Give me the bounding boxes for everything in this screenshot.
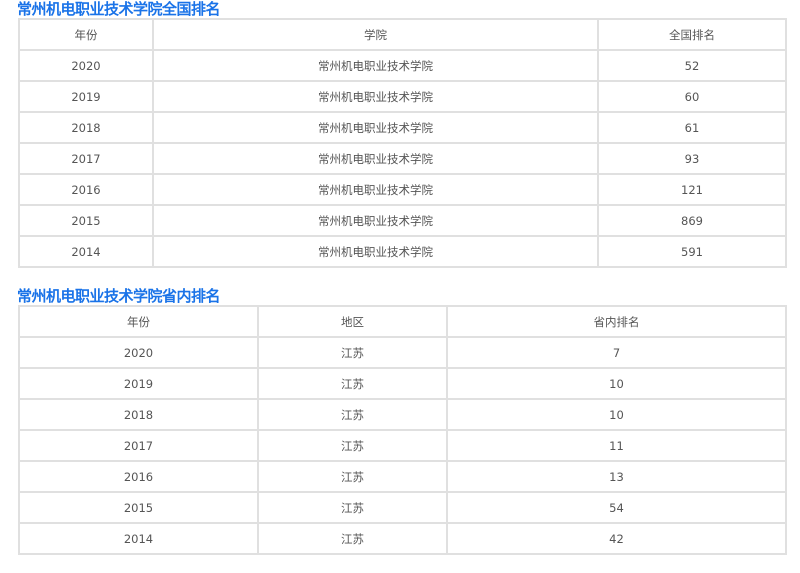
cell-year: 2015 xyxy=(18,204,154,237)
header-national-rank: 全国排名 xyxy=(597,18,787,51)
cell-provincial-rank: 11 xyxy=(446,429,787,462)
table-header-row: 年份 地区 省内排名 xyxy=(18,305,787,338)
cell-college: 常州机电职业技术学院 xyxy=(152,204,599,237)
cell-provincial-rank: 42 xyxy=(446,522,787,555)
header-provincial-rank: 省内排名 xyxy=(446,305,787,338)
table-row: 2019 常州机电职业技术学院 60 xyxy=(18,80,787,113)
cell-year: 2019 xyxy=(18,80,154,113)
national-ranking-table: 年份 学院 全国排名 2020 常州机电职业技术学院 52 2019 常州机电职业技术学… xyxy=(18,18,787,268)
table-row: 2016 常州机电职业技术学院 121 xyxy=(18,173,787,206)
cell-region: 江苏 xyxy=(257,429,448,462)
cell-college: 常州机电职业技术学院 xyxy=(152,173,599,206)
cell-national-rank: 52 xyxy=(597,49,787,82)
cell-year: 2016 xyxy=(18,460,259,493)
provincial-ranking-table: 年份 地区 省内排名 2020 江苏 7 2019 江苏 10 2018 江苏 10 2017 江苏… xyxy=(18,305,787,555)
cell-college: 常州机电职业技术学院 xyxy=(152,142,599,175)
cell-national-rank: 121 xyxy=(597,173,787,206)
cell-provincial-rank: 13 xyxy=(446,460,787,493)
cell-region: 江苏 xyxy=(257,491,448,524)
cell-provincial-rank: 10 xyxy=(446,367,787,400)
cell-year: 2018 xyxy=(18,111,154,144)
table-row: 2017 江苏 11 xyxy=(18,429,787,462)
table-row: 2015 江苏 54 xyxy=(18,491,787,524)
cell-year: 2014 xyxy=(18,522,259,555)
cell-college: 常州机电职业技术学院 xyxy=(152,111,599,144)
cell-year: 2017 xyxy=(18,429,259,462)
cell-college: 常州机电职业技术学院 xyxy=(152,80,599,113)
cell-national-rank: 869 xyxy=(597,204,787,237)
header-college: 学院 xyxy=(152,18,599,51)
cell-year: 2018 xyxy=(18,398,259,431)
cell-region: 江苏 xyxy=(257,398,448,431)
table-row: 2016 江苏 13 xyxy=(18,460,787,493)
cell-national-rank: 591 xyxy=(597,235,787,268)
table-row: 2018 江苏 10 xyxy=(18,398,787,431)
table-row: 2020 江苏 7 xyxy=(18,336,787,369)
cell-region: 江苏 xyxy=(257,460,448,493)
table-row: 2014 江苏 42 xyxy=(18,522,787,555)
cell-national-rank: 60 xyxy=(597,80,787,113)
table-row: 2015 常州机电职业技术学院 869 xyxy=(18,204,787,237)
cell-provincial-rank: 7 xyxy=(446,336,787,369)
cell-college: 常州机电职业技术学院 xyxy=(152,235,599,268)
cell-year: 2016 xyxy=(18,173,154,206)
cell-year: 2017 xyxy=(18,142,154,175)
cell-year: 2020 xyxy=(18,49,154,82)
cell-year: 2019 xyxy=(18,367,259,400)
cell-region: 江苏 xyxy=(257,367,448,400)
header-year: 年份 xyxy=(18,305,259,338)
cell-provincial-rank: 54 xyxy=(446,491,787,524)
cell-national-rank: 61 xyxy=(597,111,787,144)
table-row: 2017 常州机电职业技术学院 93 xyxy=(18,142,787,175)
header-region: 地区 xyxy=(257,305,448,338)
cell-college: 常州机电职业技术学院 xyxy=(152,49,599,82)
table-header-row: 年份 学院 全国排名 xyxy=(18,18,787,51)
cell-year: 2014 xyxy=(18,235,154,268)
table-row: 2019 江苏 10 xyxy=(18,367,787,400)
cell-provincial-rank: 10 xyxy=(446,398,787,431)
provincial-ranking-title: 常州机电职业技术学院省内排名 xyxy=(17,287,221,305)
header-year: 年份 xyxy=(18,18,154,51)
cell-year: 2020 xyxy=(18,336,259,369)
cell-region: 江苏 xyxy=(257,522,448,555)
cell-national-rank: 93 xyxy=(597,142,787,175)
cell-region: 江苏 xyxy=(257,336,448,369)
table-row: 2018 常州机电职业技术学院 61 xyxy=(18,111,787,144)
table-row: 2014 常州机电职业技术学院 591 xyxy=(18,235,787,268)
cell-year: 2015 xyxy=(18,491,259,524)
table-row: 2020 常州机电职业技术学院 52 xyxy=(18,49,787,82)
national-ranking-title: 常州机电职业技术学院全国排名 xyxy=(17,0,221,18)
